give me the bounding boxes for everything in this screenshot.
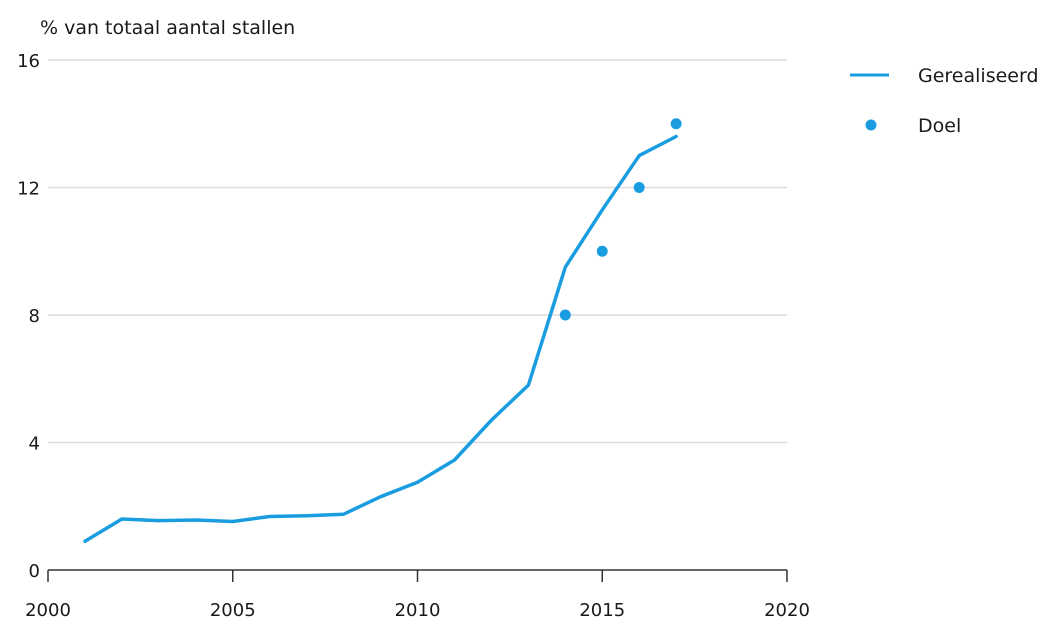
x-tick-label: 2000 [25, 600, 71, 621]
x-tick-label: 2005 [210, 600, 256, 621]
y-tick-label: 0 [29, 561, 40, 582]
legend-label-gerealiseerd: Gerealiseerd [918, 65, 1039, 87]
y-tick-label: 8 [29, 306, 40, 327]
y-tick-labels: 0 4 8 12 16 [17, 51, 40, 582]
legend-label-doel: Doel [918, 115, 961, 137]
x-axis [47, 569, 788, 582]
y-tick-label: 12 [17, 179, 40, 200]
series-line-gerealiseerd [83, 134, 678, 544]
legend: Gerealiseerd Doel [850, 65, 1039, 137]
x-tick-label: 2020 [764, 600, 810, 621]
gridlines [48, 59, 787, 444]
legend-dot-swatch [865, 119, 877, 131]
y-tick-label: 4 [29, 434, 40, 455]
data-point-doel [596, 245, 608, 257]
data-point-doel [633, 182, 645, 193]
x-tick-labels: 2000 2005 2010 2015 2020 [25, 600, 810, 621]
data-point-doel [559, 309, 571, 321]
y-axis-label: % van totaal aantal stallen [40, 17, 295, 39]
series-doel [559, 118, 682, 321]
series-gerealiseerd [83, 134, 678, 544]
x-tick-label: 2010 [395, 600, 441, 621]
data-point-doel [670, 118, 682, 130]
y-tick-label: 16 [17, 51, 40, 72]
x-tick-label: 2015 [579, 600, 625, 621]
